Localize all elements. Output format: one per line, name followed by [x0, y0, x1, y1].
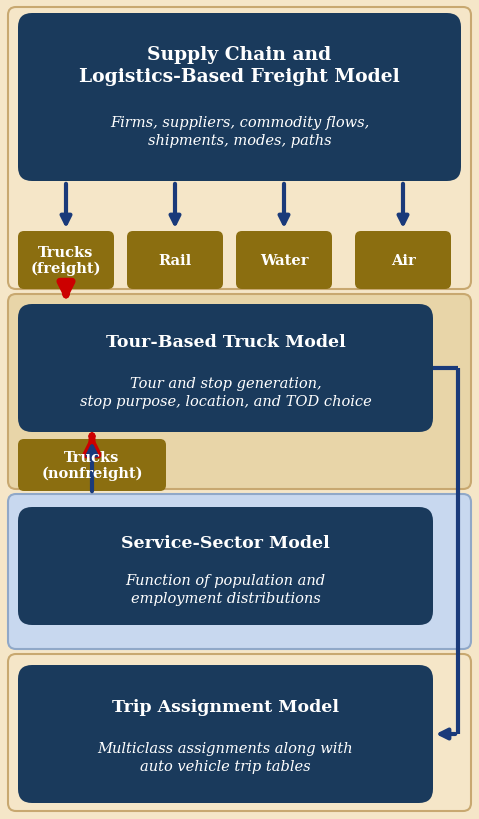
Text: Function of population and
employment distributions: Function of population and employment di… — [125, 572, 326, 606]
FancyBboxPatch shape — [18, 508, 433, 625]
Text: Multiclass assignments along with
auto vehicle trip tables: Multiclass assignments along with auto v… — [98, 740, 354, 773]
Text: Tour-Based Truck Model: Tour-Based Truck Model — [106, 334, 345, 351]
Text: Trucks
(nonfreight): Trucks (nonfreight) — [41, 450, 143, 481]
FancyBboxPatch shape — [18, 14, 461, 182]
Text: Trip Assignment Model: Trip Assignment Model — [112, 699, 339, 716]
Text: Water: Water — [260, 254, 308, 268]
Text: Tour and stop generation,
stop purpose, location, and TOD choice: Tour and stop generation, stop purpose, … — [80, 376, 371, 409]
Text: Supply Chain and
Logistics-Based Freight Model: Supply Chain and Logistics-Based Freight… — [79, 46, 400, 86]
FancyBboxPatch shape — [8, 495, 471, 649]
FancyBboxPatch shape — [8, 654, 471, 811]
FancyBboxPatch shape — [355, 232, 451, 290]
FancyBboxPatch shape — [18, 665, 433, 803]
Text: Air: Air — [391, 254, 415, 268]
Text: Firms, suppliers, commodity flows,
shipments, modes, paths: Firms, suppliers, commodity flows, shipm… — [110, 115, 369, 148]
FancyBboxPatch shape — [8, 8, 471, 290]
FancyBboxPatch shape — [236, 232, 332, 290]
Text: Trucks
(freight): Trucks (freight) — [31, 246, 101, 276]
FancyBboxPatch shape — [18, 440, 166, 491]
FancyBboxPatch shape — [8, 295, 471, 490]
Text: Rail: Rail — [159, 254, 192, 268]
Text: Service-Sector Model: Service-Sector Model — [121, 535, 330, 552]
FancyBboxPatch shape — [18, 232, 114, 290]
FancyBboxPatch shape — [127, 232, 223, 290]
FancyBboxPatch shape — [18, 305, 433, 432]
